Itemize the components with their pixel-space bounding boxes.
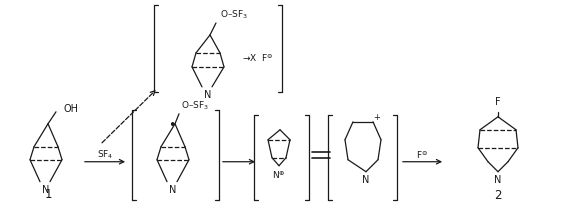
Text: N: N [204, 90, 212, 100]
Text: N: N [494, 175, 501, 185]
Text: +: + [374, 113, 380, 122]
Text: N: N [169, 185, 177, 195]
Text: F$^{\ominus}$: F$^{\ominus}$ [417, 149, 428, 161]
Text: F: F [495, 97, 501, 107]
Text: N: N [362, 175, 370, 185]
Text: O–SF$_3$: O–SF$_3$ [181, 100, 209, 112]
Text: →X  F$^{\ominus}$: →X F$^{\ominus}$ [242, 52, 273, 64]
Text: OH: OH [64, 104, 79, 114]
Text: 2: 2 [494, 189, 501, 202]
Text: SF$_4$: SF$_4$ [97, 149, 113, 161]
Text: N: N [42, 185, 50, 195]
Text: N$^{\oplus}$: N$^{\oplus}$ [272, 169, 286, 181]
Text: •: • [168, 119, 175, 132]
Text: 1: 1 [44, 188, 52, 201]
Text: O–SF$_3$: O–SF$_3$ [220, 9, 248, 21]
